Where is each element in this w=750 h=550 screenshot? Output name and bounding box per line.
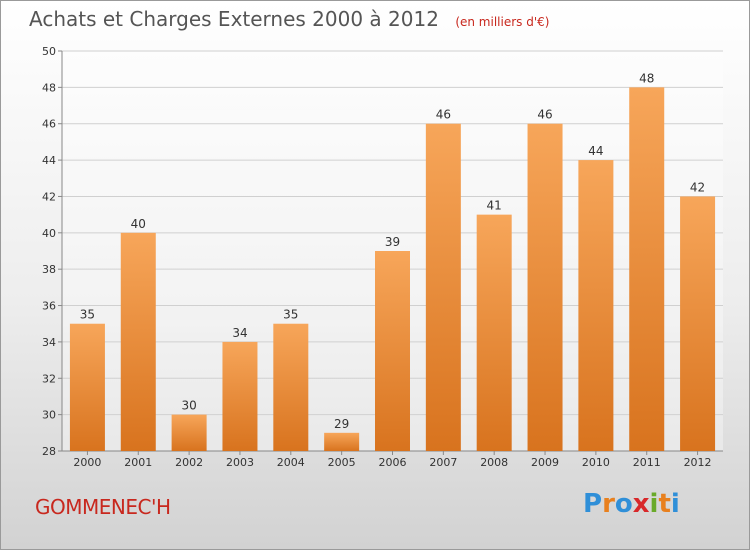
x-tick-label: 2002 xyxy=(175,456,203,469)
x-tick-label: 2008 xyxy=(480,456,508,469)
y-tick-label: 36 xyxy=(42,300,56,313)
proxiti-logo: Proxiti xyxy=(583,489,680,519)
y-tick-label: 34 xyxy=(42,336,56,349)
data-label: 46 xyxy=(537,108,552,122)
chart-subtitle: (en milliers d'€) xyxy=(455,15,550,29)
bar xyxy=(273,323,309,451)
logo-letter: o xyxy=(614,489,633,519)
x-tick-label: 2006 xyxy=(379,456,407,469)
data-label: 30 xyxy=(181,399,196,413)
bar xyxy=(425,123,461,452)
logo-letter: x xyxy=(632,489,650,519)
y-tick-label: 44 xyxy=(42,154,56,167)
x-tick-label: 2007 xyxy=(429,456,457,469)
y-tick-label: 32 xyxy=(42,372,56,385)
x-tick-label: 2000 xyxy=(73,456,101,469)
logo-letter: t xyxy=(658,489,671,519)
bar xyxy=(171,414,207,451)
x-tick-label: 2009 xyxy=(531,456,559,469)
x-tick-label: 2001 xyxy=(124,456,152,469)
y-tick-label: 30 xyxy=(42,409,56,422)
data-label: 40 xyxy=(131,217,146,231)
logo-letter: P xyxy=(583,489,603,519)
logo-letter: i xyxy=(649,489,659,519)
x-tick-label: 2003 xyxy=(226,456,254,469)
data-label: 48 xyxy=(639,71,654,85)
data-label: 29 xyxy=(334,417,349,431)
y-tick-label: 40 xyxy=(42,227,56,240)
data-label: 35 xyxy=(283,308,298,322)
bar xyxy=(680,196,716,451)
bar xyxy=(476,214,512,451)
logo-letter: r xyxy=(602,489,615,519)
data-label: 44 xyxy=(588,144,603,158)
bar xyxy=(578,160,614,451)
data-label: 46 xyxy=(436,108,451,122)
commune-name: GOMMENEC'H xyxy=(35,495,171,519)
data-label: 34 xyxy=(232,326,247,340)
data-label: 42 xyxy=(690,180,705,194)
y-tick-label: 42 xyxy=(42,190,56,203)
y-tick-label: 46 xyxy=(42,118,56,131)
data-label: 35 xyxy=(80,308,95,322)
data-label: 39 xyxy=(385,235,400,249)
bar xyxy=(324,432,360,451)
x-tick-label: 2011 xyxy=(633,456,661,469)
y-tick-label: 48 xyxy=(42,81,56,94)
x-tick-label: 2005 xyxy=(328,456,356,469)
data-label: 41 xyxy=(487,199,502,213)
y-tick-label: 50 xyxy=(42,45,56,58)
x-tick-label: 2010 xyxy=(582,456,610,469)
bar xyxy=(120,232,156,451)
chart-title: Achats et Charges Externes 2000 à 2012 (… xyxy=(29,7,549,31)
y-tick-label: 38 xyxy=(42,263,56,276)
bar xyxy=(629,87,665,451)
x-tick-label: 2004 xyxy=(277,456,305,469)
title-text: Achats et Charges Externes 2000 à 2012 xyxy=(29,7,439,31)
y-tick-label: 28 xyxy=(42,445,56,458)
logo-letter: i xyxy=(670,489,680,519)
bar xyxy=(222,341,258,451)
bar xyxy=(69,323,105,451)
bar xyxy=(527,123,563,452)
bar xyxy=(375,251,410,451)
x-tick-label: 2012 xyxy=(684,456,712,469)
